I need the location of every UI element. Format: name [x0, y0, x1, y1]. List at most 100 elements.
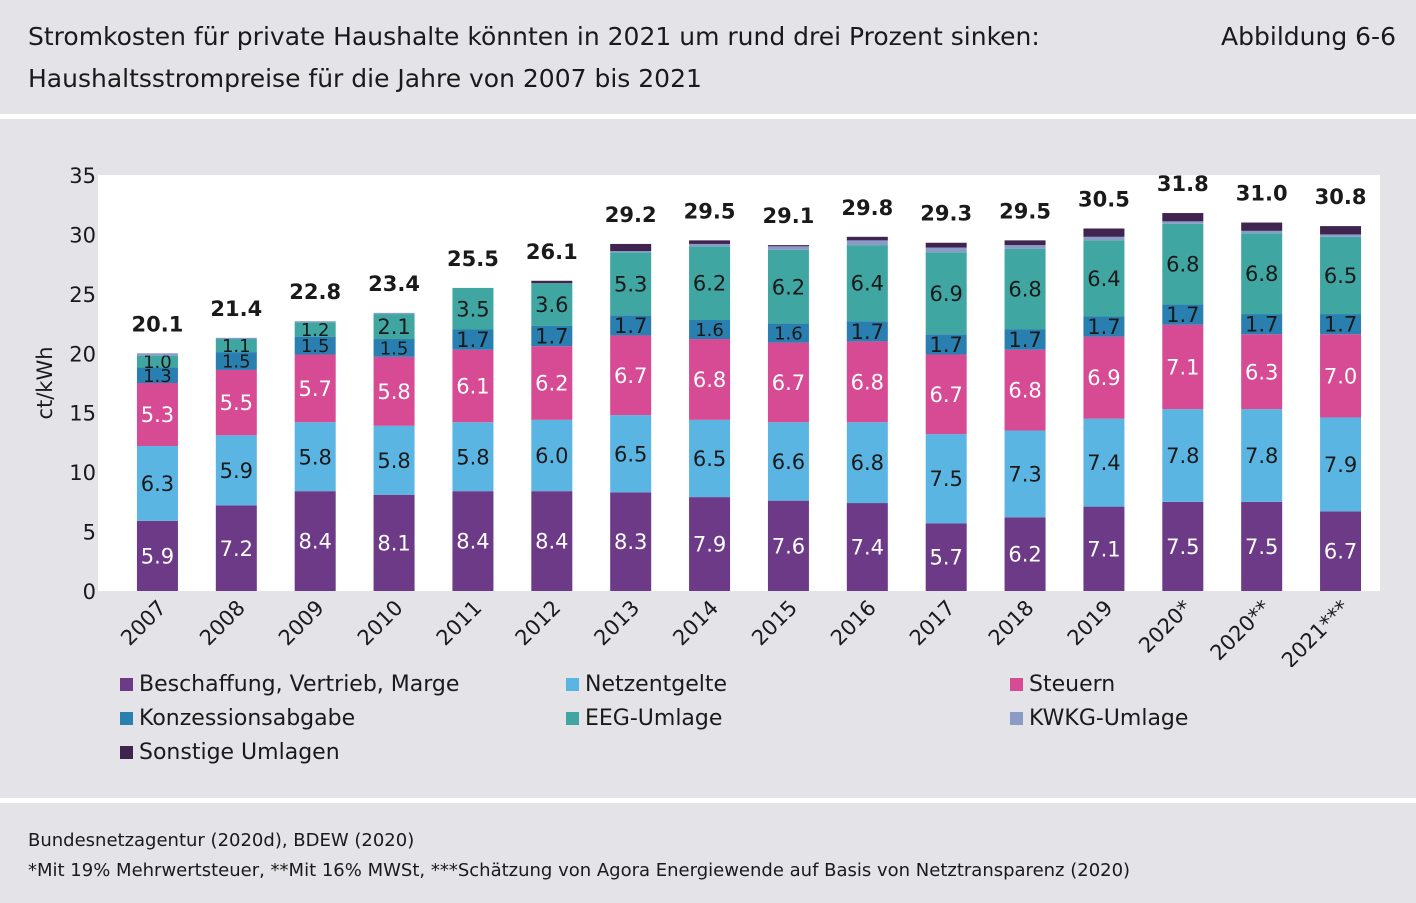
bar-segment: [925, 247, 967, 253]
bar-segment: [1241, 314, 1283, 335]
data-label: 1.6: [695, 320, 724, 341]
bar-segment: [610, 335, 652, 416]
y-tick-label: 35: [69, 164, 96, 188]
data-label: 3.5: [456, 297, 489, 321]
bar-segment: [689, 419, 731, 498]
bar-segment: [689, 246, 731, 321]
data-label: 7.3: [1008, 462, 1041, 486]
total-label: 29.2: [605, 203, 657, 227]
x-tick-label: 2011: [432, 596, 487, 651]
data-label: 6.8: [1008, 278, 1041, 302]
data-label: 6.2: [772, 275, 805, 299]
x-tick-label: 2020**: [1206, 596, 1276, 666]
legend-item: EEG-Umlage: [566, 704, 722, 732]
y-axis-label: ct/kWh: [33, 346, 57, 419]
bar-segment: [373, 356, 415, 426]
bar-segment: [1004, 245, 1046, 249]
bar-segment: [767, 246, 809, 250]
data-label: 5.7: [929, 546, 962, 570]
x-tick-label: 2017: [905, 596, 960, 651]
bar-segment: [1241, 230, 1283, 234]
bar-segment: [294, 321, 336, 323]
x-tick-label: 2008: [195, 596, 250, 651]
legend-label: Steuern: [1029, 671, 1116, 697]
legend-label: Konzessionsabgabe: [139, 705, 356, 731]
x-tick-label: 2007: [116, 596, 171, 651]
data-label: 7.8: [1245, 444, 1278, 468]
bar-segment: [767, 500, 809, 591]
y-tick-label: 30: [69, 223, 96, 247]
data-label: 1.7: [1166, 303, 1199, 327]
data-label: 5.8: [377, 380, 410, 404]
bar-segment: [136, 445, 178, 521]
total-label: 21.4: [210, 297, 262, 321]
bar-segment: [846, 321, 888, 342]
bar-segment: [1162, 324, 1204, 410]
bar-segment: [1320, 314, 1362, 335]
bar-segment: [1241, 334, 1283, 410]
y-tick-label: 10: [69, 461, 96, 485]
legend-item: Steuern: [1010, 670, 1115, 698]
bar-segment: [1004, 517, 1046, 591]
data-label: 8.4: [456, 530, 489, 554]
bar-segment: [1162, 223, 1204, 305]
bar-segment: [531, 491, 573, 591]
data-label: 1.0: [143, 352, 172, 373]
bar-segment: [1241, 501, 1283, 591]
total-label: 26.1: [526, 240, 578, 264]
data-label: 1.6: [774, 324, 803, 345]
bar-segment: [215, 435, 257, 506]
total-label: 30.5: [1078, 187, 1130, 211]
data-label: 5.3: [141, 403, 174, 427]
data-label: 5.5: [220, 391, 253, 415]
bar-segment: [846, 503, 888, 591]
x-tick-label: 2021***: [1277, 596, 1354, 667]
bar-segment: [1083, 228, 1125, 237]
y-tick-label: 15: [69, 402, 96, 426]
data-label: 6.8: [1166, 253, 1199, 277]
bar-segment: [531, 283, 573, 326]
bar-segment: [215, 369, 257, 436]
data-label: 6.8: [1008, 379, 1041, 403]
data-label: 6.1: [456, 375, 489, 399]
legend-swatch: [120, 745, 133, 759]
bar-segment: [136, 355, 178, 368]
data-label: 7.1: [1087, 537, 1120, 561]
bar-segment: [531, 280, 573, 284]
bar-segment: [925, 434, 967, 524]
total-label: 30.8: [1315, 185, 1367, 209]
total-label: 29.3: [920, 202, 972, 226]
bar-segment: [136, 520, 178, 591]
bar-segment: [767, 342, 809, 423]
bar-segment: [215, 352, 257, 370]
data-label: 6.3: [1245, 360, 1278, 384]
bar-segment: [846, 341, 888, 423]
data-label: 5.8: [456, 445, 489, 469]
bar-segment: [689, 243, 731, 247]
data-label: 1.7: [456, 328, 489, 352]
x-axis: 2007 2008 2009 2010 2011 2012 2013 2014 2015 2016…: [116, 596, 1354, 667]
data-label: 6.5: [693, 447, 726, 471]
bar-segment: [1162, 304, 1204, 325]
bar-segment: [294, 491, 336, 591]
legend-item: KWKG-Umlage: [1010, 704, 1188, 732]
stacked-bar-chart: 5.96.35.31.31.020.17.25.95.51.51.121.48.…: [33, 164, 1380, 667]
data-label: 6.5: [614, 442, 647, 466]
bar-segment: [531, 419, 573, 492]
legend-label: Netzentgelte: [585, 671, 728, 697]
bar-segment: [846, 236, 888, 241]
bar-segment: [767, 245, 809, 247]
data-label: 7.0: [1324, 364, 1357, 388]
bar-segment: [294, 354, 336, 423]
bar-segment: [1083, 506, 1125, 591]
bar-segment: [610, 492, 652, 591]
bar-segment: [1320, 226, 1362, 235]
legend-item: Konzessionsabgabe: [120, 704, 355, 732]
bar-segment: [925, 523, 967, 591]
data-label: 6.5: [1324, 264, 1357, 288]
bar-segment: [767, 323, 809, 343]
bar-segment: [294, 422, 336, 492]
data-label: 6.8: [851, 451, 884, 475]
bar-segment: [1004, 248, 1046, 330]
y-tick-label: 25: [69, 283, 96, 307]
